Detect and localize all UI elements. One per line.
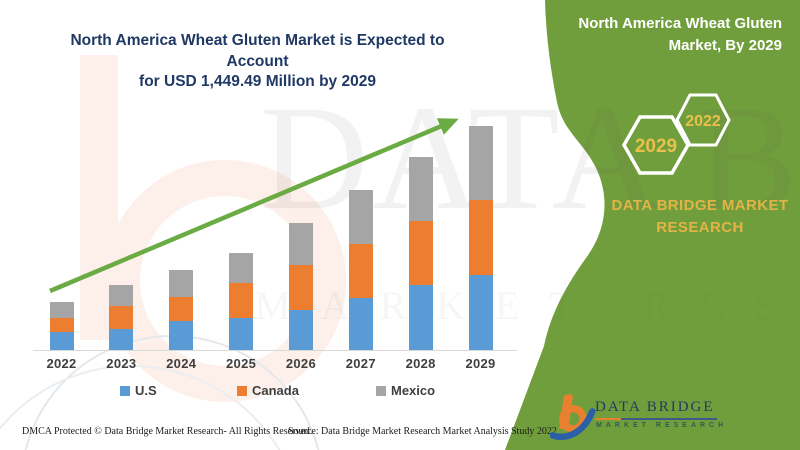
banner-title: North America Wheat Gluten Market, By 20…: [532, 13, 782, 57]
banner-brand-line2: RESEARCH: [656, 219, 744, 236]
banner-brand-name: DATA BRIDGE MARKET RESEARCH: [585, 195, 800, 239]
chart-title-line2: for USD 1,449.49 Million by 2029: [139, 73, 376, 90]
x-axis-line: [33, 350, 517, 351]
chart-title: North America Wheat Gluten Market is Exp…: [40, 31, 475, 93]
databridge-logo: DATA BRIDGE MARKET RESEARCH: [550, 391, 750, 443]
logo-b-bowl: [559, 404, 587, 433]
hexagon-2029-label: 2029: [635, 136, 677, 157]
logo-tagline: MARKET RESEARCH: [596, 422, 728, 429]
chart-title-line1: North America Wheat Gluten Market is Exp…: [70, 32, 445, 70]
databridge-logo-mark: [550, 394, 596, 440]
logo-swoosh: [550, 408, 596, 440]
banner-title-line1: North America Wheat Gluten: [578, 15, 782, 32]
hexagon-2029: [621, 115, 691, 175]
banner-brand-line1: DATA BRIDGE MARKET: [611, 197, 789, 214]
hexagon-2022-label: 2022: [685, 113, 721, 130]
banner-title-line2: Market, By 2029: [668, 37, 782, 54]
logo-name: DATA BRIDGE: [595, 399, 715, 415]
dmca-notice: DMCA Protected © Data Bridge Market Rese…: [22, 426, 313, 437]
logo-rule: [595, 418, 717, 420]
source-note: Source: Data Bridge Market Research Mark…: [288, 426, 557, 437]
